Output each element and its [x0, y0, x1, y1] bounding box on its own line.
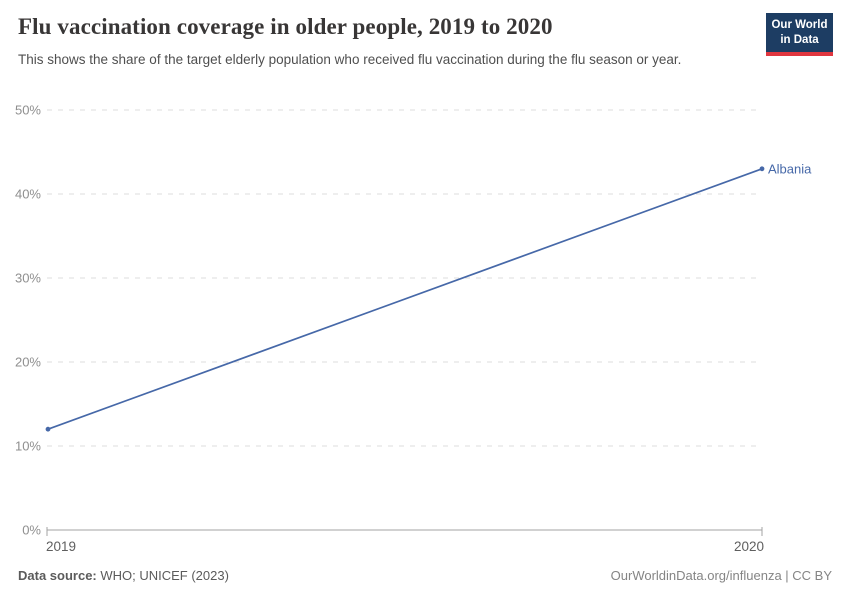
data-source: Data source: WHO; UNICEF (2023)	[18, 568, 229, 583]
data-source-label: Data source:	[18, 568, 97, 583]
license-link[interactable]: OurWorldinData.org/influenza | CC BY	[610, 568, 832, 583]
y-tick-label: 20%	[15, 355, 41, 370]
series-label[interactable]: Albania	[768, 161, 812, 176]
owid-logo-line2: in Data	[780, 33, 819, 46]
y-tick-label: 10%	[15, 439, 41, 454]
y-tick-label: 50%	[15, 103, 41, 118]
y-tick-label: 30%	[15, 271, 41, 286]
page-title: Flu vaccination coverage in older people…	[18, 14, 553, 39]
chart-subtitle: This shows the share of the target elder…	[18, 52, 682, 67]
owid-logo[interactable]: Our World in Data	[766, 13, 833, 56]
series-point[interactable]	[45, 426, 51, 432]
y-tick-label: 40%	[15, 187, 41, 202]
y-tick-label: 0%	[22, 523, 41, 538]
data-source-value: WHO; UNICEF (2023)	[96, 568, 229, 583]
series-line[interactable]	[47, 168, 763, 430]
series-point[interactable]	[759, 166, 765, 172]
x-tick-label: 2020	[734, 539, 764, 554]
owid-logo-line1: Our World	[771, 19, 828, 31]
x-tick-label: 2019	[46, 539, 76, 554]
